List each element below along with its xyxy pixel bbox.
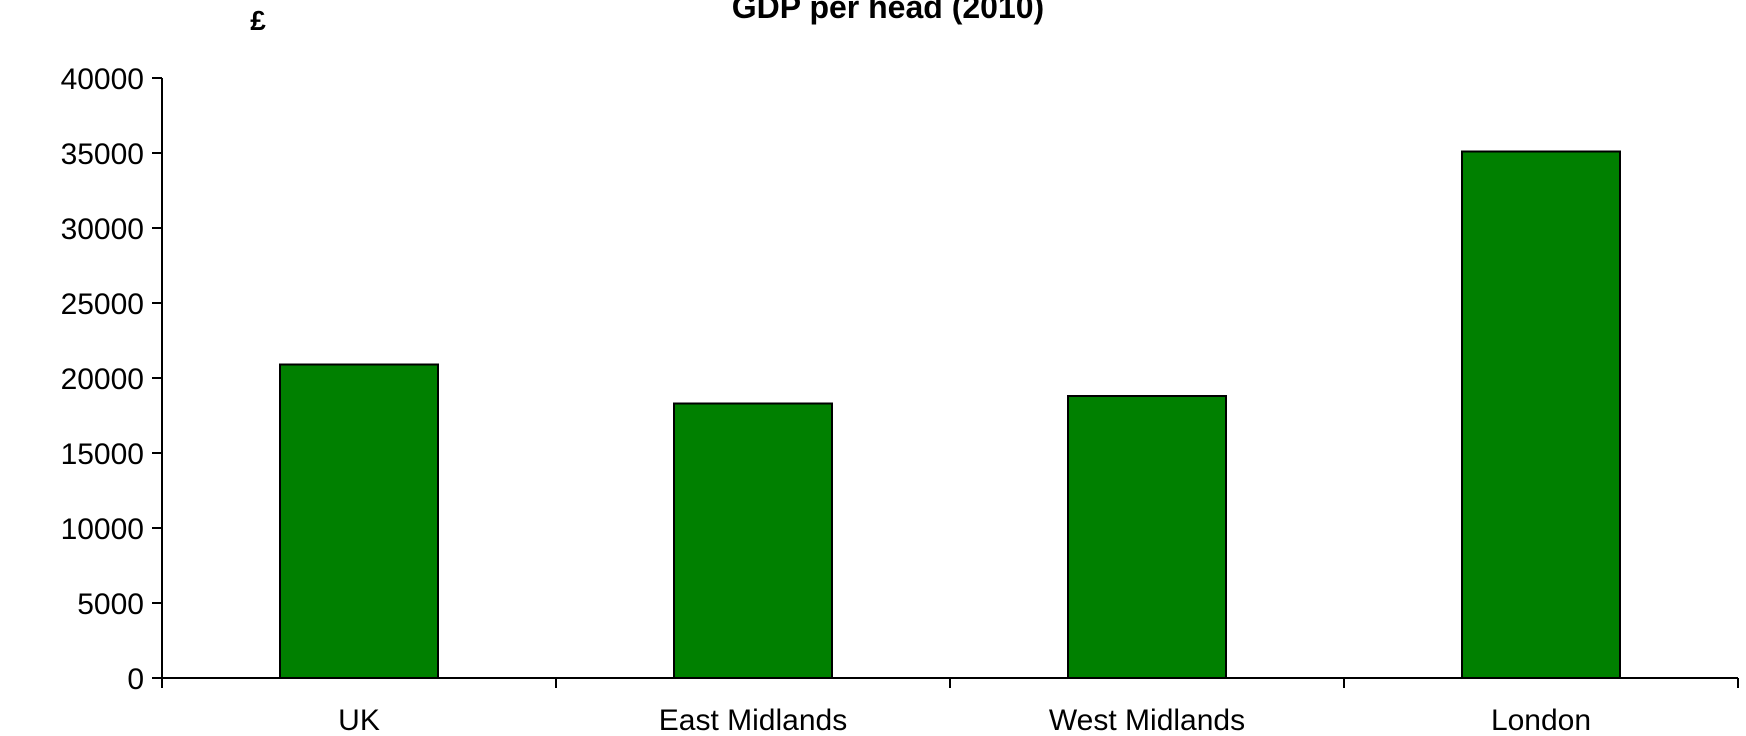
- y-tick-label: 40000: [61, 63, 144, 96]
- x-category-label: UK: [338, 704, 380, 736]
- x-category-label: West Midlands: [1049, 704, 1245, 736]
- y-tick-label: 20000: [61, 363, 144, 396]
- bar-london: [1461, 150, 1621, 679]
- y-tick-label: 25000: [61, 288, 144, 321]
- y-tick-label: 15000: [61, 438, 144, 471]
- y-axis-unit-label: £: [250, 5, 266, 36]
- bar-east-midlands: [673, 402, 833, 679]
- y-tick-label: 5000: [77, 588, 144, 621]
- bar-west-midlands: [1067, 395, 1227, 679]
- x-category-label: East Midlands: [659, 704, 847, 736]
- y-tick-label: 35000: [61, 138, 144, 171]
- x-category-label: London: [1491, 704, 1591, 736]
- bars-group: [279, 150, 1621, 679]
- y-tick-label: 10000: [61, 513, 144, 546]
- chart-title: GDP per head (2010): [732, 0, 1044, 25]
- y-tick-label: 30000: [61, 213, 144, 246]
- y-tick-label: 0: [127, 663, 144, 696]
- bar-uk: [279, 363, 439, 679]
- y-axis-ticks: 0 5000 10000 15000 20000 25000 30000 35000 40000: [61, 63, 162, 696]
- x-axis-ticks: UK East Midlands West Midlands London: [161, 678, 1739, 736]
